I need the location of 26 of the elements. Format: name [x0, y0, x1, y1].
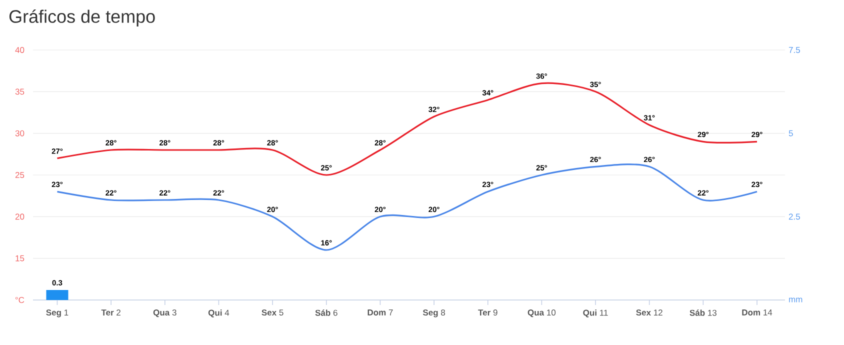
- y2-tick-label: mm: [789, 298, 802, 302]
- y2-tick-label: 7.5: [788, 47, 800, 53]
- x-tick-label: Seg 8: [422, 310, 446, 318]
- x-tick-label: Sáb 6: [315, 310, 338, 316]
- x-tick-label: Qui 4: [208, 310, 230, 318]
- x-tick-label: Dom 7: [368, 310, 393, 316]
- y-tick-label: 30: [15, 130, 24, 136]
- y-tick-label: 20: [15, 214, 24, 220]
- y2-tick-label: 2.5: [788, 214, 800, 220]
- x-tick-label: Ter 2: [101, 310, 120, 316]
- x-tick-label: Qui 11: [583, 310, 608, 318]
- y-tick-label: 35: [15, 88, 24, 95]
- x-tick-label: Dom 14: [742, 310, 772, 316]
- x-tick-label: Seg 1: [46, 310, 68, 318]
- x-tick-label: Ter 9: [478, 310, 498, 316]
- x-tick-label: Qua 10: [528, 310, 556, 318]
- y2-tick-label: 5: [788, 130, 793, 136]
- y-tick-label: 25: [15, 172, 24, 178]
- y-tick-label: 15: [16, 255, 24, 262]
- x-tick-label: Sex 12: [636, 310, 662, 316]
- x-tick-label: Qua 3: [153, 310, 176, 318]
- y-tick-label: 40: [15, 46, 24, 53]
- y-tick-label: °C: [15, 296, 24, 303]
- x-tick-label: Sex 5: [262, 310, 284, 316]
- chart-title: Gráficos de tempo: [9, 10, 155, 26]
- x-tick-label: Sáb 13: [690, 310, 717, 316]
